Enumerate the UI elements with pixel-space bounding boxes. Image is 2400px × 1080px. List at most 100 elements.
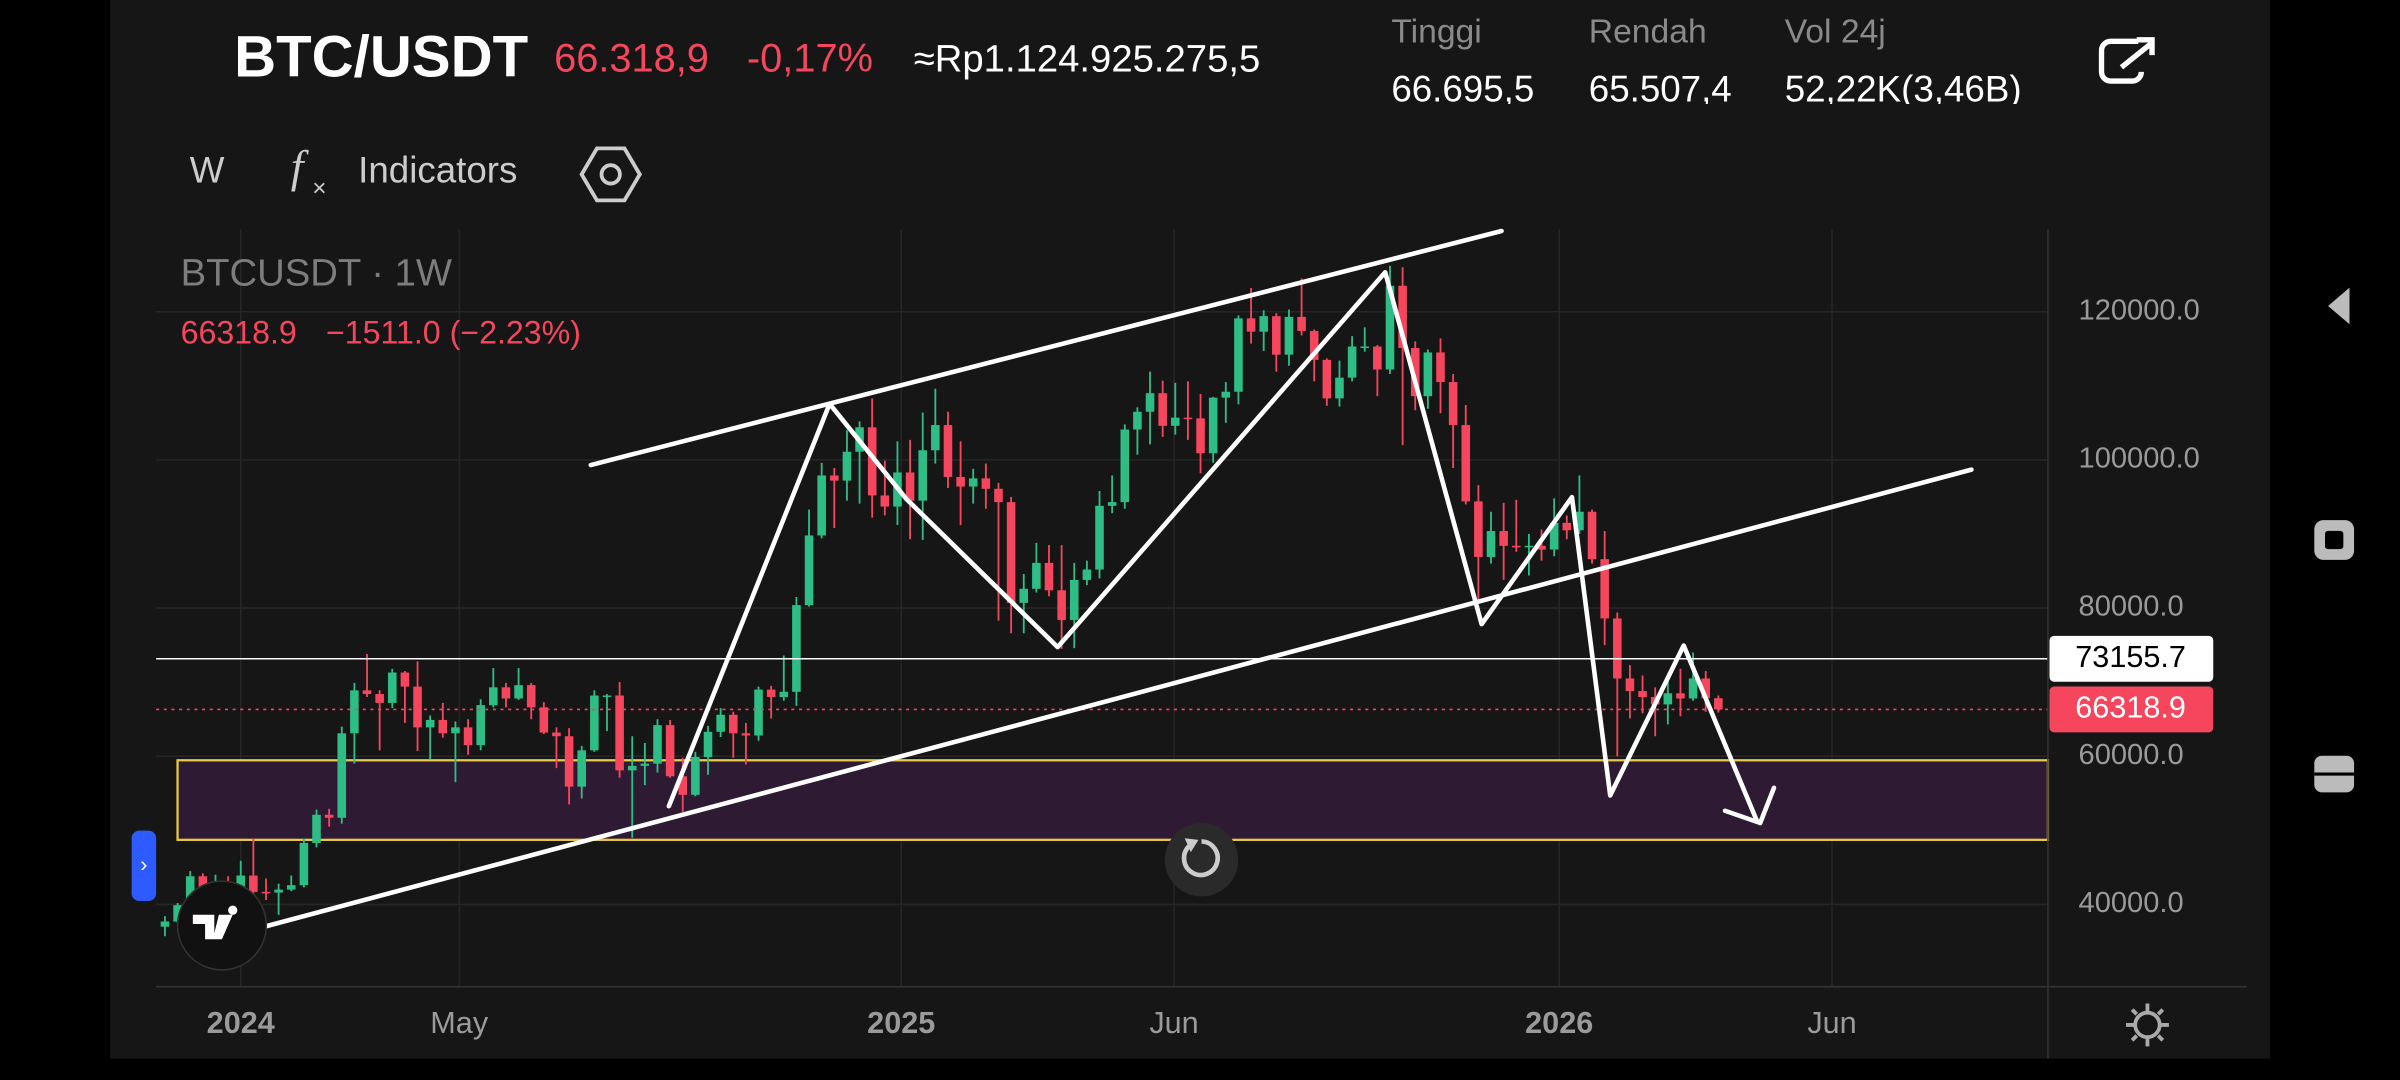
candle-body <box>918 450 927 501</box>
candle-body <box>1410 348 1420 397</box>
x-tick-label: 2024 <box>207 1006 275 1040</box>
candle-body <box>716 714 725 732</box>
candle-body <box>1688 678 1698 699</box>
candle-body <box>1107 502 1117 506</box>
candle-body <box>1511 545 1521 548</box>
x-tick-label: 2026 <box>1525 1006 1593 1040</box>
candle-body <box>804 535 814 606</box>
candle-body <box>1032 562 1041 589</box>
candle-body <box>577 750 587 787</box>
symbol: BTC/USDT <box>234 25 528 90</box>
candle-body <box>1562 522 1572 531</box>
reset-icon <box>1181 839 1220 878</box>
last-price: 66318.9 <box>181 315 297 351</box>
reset-icon-head <box>1184 838 1199 853</box>
candle-body <box>653 725 662 764</box>
candle-body <box>1499 531 1508 546</box>
candle-body <box>1145 393 1155 412</box>
settings-icon[interactable] <box>579 146 643 203</box>
candle-body <box>1322 359 1332 399</box>
candle-body <box>1069 579 1079 620</box>
candle-body <box>413 686 422 728</box>
fiat-price: ≈Rp1.124.925.275,5 <box>914 37 1261 80</box>
candle-body <box>1398 285 1407 349</box>
candle-body <box>994 488 1003 503</box>
y-tick-label: 60000.0 <box>2079 739 2184 771</box>
price: 66.318,9 <box>554 37 709 81</box>
candle-body <box>400 672 410 687</box>
candle-body <box>1335 377 1344 399</box>
candle-body <box>830 475 839 481</box>
price-label-box <box>2049 686 2214 733</box>
price-lines: 73155.7 66318.9 <box>156 635 2214 733</box>
candle-body <box>741 733 751 736</box>
drawings <box>260 228 1974 930</box>
logo-mark <box>192 905 238 940</box>
candle-body <box>1663 693 1673 705</box>
candle-body <box>1461 425 1471 502</box>
x-tick-label: Jun <box>1149 1006 1198 1040</box>
stat-value: 65.507,4 <box>1589 68 1732 109</box>
candle-body <box>1284 316 1294 355</box>
candle-body <box>640 763 650 766</box>
candle-body <box>514 685 523 699</box>
candle-body <box>1297 316 1306 331</box>
candle-body <box>1133 411 1142 430</box>
gear-ring <box>2133 1010 2162 1040</box>
candle-body <box>362 690 372 695</box>
candle-body <box>678 776 688 795</box>
candle-body <box>1309 330 1319 360</box>
channel-lower <box>260 467 1974 930</box>
candle-body <box>792 605 801 692</box>
candle-body <box>1448 382 1458 426</box>
side-tab[interactable] <box>131 830 157 902</box>
hexagon-dot <box>599 163 622 186</box>
candle-body <box>274 889 283 893</box>
candle-body <box>564 736 574 787</box>
stat-value: 66.695,5 <box>1391 68 1534 109</box>
candle-body <box>1183 417 1193 420</box>
settings-gear[interactable] <box>2126 1003 2169 1047</box>
candle-body <box>1436 352 1445 383</box>
candle-body <box>1120 429 1130 503</box>
candle-body <box>249 875 258 892</box>
reset-button[interactable] <box>1164 823 1239 897</box>
chart-title: BTCUSDT · 1W <box>181 251 452 294</box>
gear-teeth <box>2126 1003 2169 1047</box>
x-tick-label: 2025 <box>867 1006 935 1040</box>
candle-body <box>880 495 890 507</box>
candle-body <box>1044 562 1054 591</box>
side-tab-arrow: › <box>140 852 147 876</box>
candle-body <box>324 814 334 818</box>
candle-body <box>1714 698 1723 710</box>
share-frame <box>2098 38 2145 84</box>
candle-body <box>388 672 397 703</box>
candle-body <box>1246 318 1256 332</box>
candle-body <box>337 733 347 818</box>
candle-body <box>1587 511 1597 560</box>
candle-body <box>956 476 965 487</box>
candle-body <box>1423 352 1433 397</box>
candle-body <box>501 687 511 699</box>
candle-body <box>1019 588 1029 603</box>
candle-body <box>867 427 877 496</box>
candle-body <box>766 689 776 697</box>
candle-body <box>703 731 713 757</box>
stat-label: Tinggi <box>1391 14 1481 51</box>
candle-body <box>1360 346 1370 349</box>
candle-body <box>438 719 448 734</box>
candle-body <box>1082 569 1092 580</box>
candle-body <box>1537 545 1546 550</box>
last-change: −1511.0 (−2.23%) <box>326 315 581 351</box>
candle-body <box>1171 417 1180 426</box>
candle-body <box>489 687 498 706</box>
nav-back[interactable] <box>2328 287 2350 325</box>
share-icon[interactable] <box>2098 37 2155 84</box>
candle-body <box>526 685 536 708</box>
interval[interactable]: W <box>190 150 225 191</box>
stats: Tinggi 66.695,5 Rendah 65.507,4 Vol 24j … <box>1391 14 2021 109</box>
indicators[interactable]: Indicators <box>358 150 517 191</box>
candle-body <box>1158 393 1167 426</box>
candle-body <box>1234 318 1243 392</box>
